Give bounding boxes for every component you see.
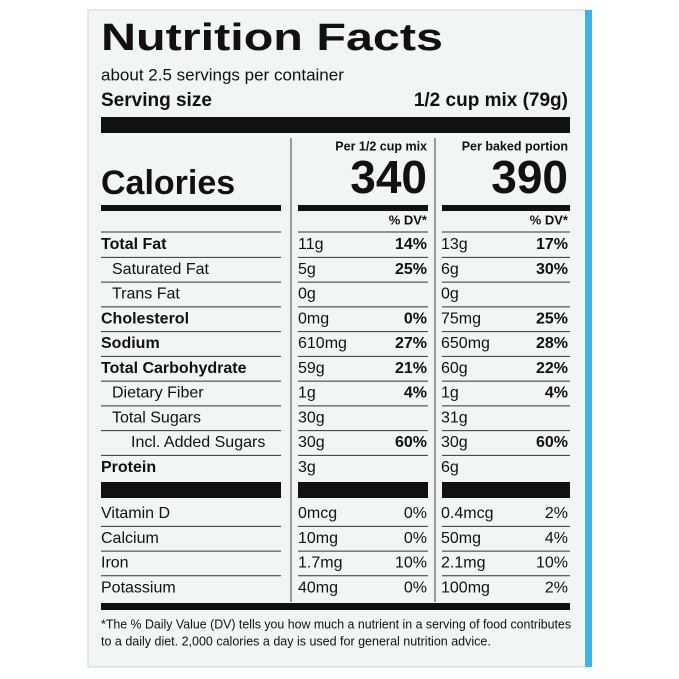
daily-value: 2% xyxy=(545,505,568,522)
bar xyxy=(298,482,428,498)
amount: 1g xyxy=(298,385,316,402)
nutrient-name: Trans Fat xyxy=(112,286,180,303)
daily-value: 0% xyxy=(404,579,427,596)
nutrient-name: Total Carbohydrate xyxy=(101,360,247,377)
amount: 10mg xyxy=(298,530,338,547)
bar xyxy=(442,482,570,498)
dv-header: % DV* xyxy=(530,212,569,227)
bar xyxy=(101,603,570,610)
bar xyxy=(298,205,428,211)
nutrient-name: Saturated Fat xyxy=(112,261,210,278)
amount: 30g xyxy=(441,434,468,451)
daily-value: 27% xyxy=(395,335,427,352)
calories-value: 340 xyxy=(350,151,427,203)
amount: 40mg xyxy=(298,579,338,596)
footnote: *The % Daily Value (DV) tells you how mu… xyxy=(101,617,571,631)
amount: 650mg xyxy=(441,335,490,352)
footnote: to a daily diet. 2,000 calories a day is… xyxy=(101,634,491,648)
daily-value: 28% xyxy=(536,335,568,352)
amount: 0mcg xyxy=(298,505,337,522)
amount: 13g xyxy=(441,236,468,253)
daily-value: 22% xyxy=(536,360,568,377)
nutrient-name: Total Fat xyxy=(101,236,167,253)
daily-value: 4% xyxy=(404,385,427,402)
package-edge xyxy=(585,10,592,667)
nutrient-name: Protein xyxy=(101,459,156,476)
amount: 30g xyxy=(298,409,325,426)
bar xyxy=(101,482,281,498)
amount: 6g xyxy=(441,261,459,278)
daily-value: 30% xyxy=(536,261,568,278)
amount: 1.7mg xyxy=(298,555,342,572)
nutrient-name: Cholesterol xyxy=(101,310,189,327)
nutrient-name: Vitamin D xyxy=(101,505,170,522)
amount: 3g xyxy=(298,459,316,476)
serving-size-label: Serving size xyxy=(101,90,212,111)
nutrient-name: Iron xyxy=(101,555,129,572)
amount: 6g xyxy=(441,459,459,476)
calories-label: Calories xyxy=(101,164,235,202)
daily-value: 0% xyxy=(404,310,427,327)
title: Nutrition Facts xyxy=(101,17,443,59)
bar xyxy=(101,205,281,211)
nutrient-name: Potassium xyxy=(101,579,176,596)
daily-value: 17% xyxy=(536,236,568,253)
amount: 30g xyxy=(298,434,325,451)
column-header: Per 1/2 cup mix xyxy=(335,139,427,153)
nutrient-name: Dietary Fiber xyxy=(112,385,204,402)
nutrient-name: Calcium xyxy=(101,530,159,547)
daily-value: 25% xyxy=(536,310,568,327)
amount: 100mg xyxy=(441,579,490,596)
amount: 31g xyxy=(441,409,468,426)
dv-header: % DV* xyxy=(389,212,428,227)
amount: 0g xyxy=(298,286,316,303)
thick-bar xyxy=(101,117,570,133)
amount: 0mg xyxy=(298,310,329,327)
bar xyxy=(442,205,570,211)
amount: 5g xyxy=(298,261,316,278)
daily-value: 60% xyxy=(536,434,568,451)
daily-value: 10% xyxy=(395,555,427,572)
amount: 50mg xyxy=(441,530,481,547)
daily-value: 21% xyxy=(395,360,427,377)
nutrient-name: Sodium xyxy=(101,335,160,352)
amount: 2.1mg xyxy=(441,555,485,572)
amount: 0g xyxy=(441,286,459,303)
amount: 60g xyxy=(441,360,468,377)
amount: 0.4mcg xyxy=(441,505,493,522)
amount: 1g xyxy=(441,385,459,402)
daily-value: 2% xyxy=(545,579,568,596)
daily-value: 14% xyxy=(395,236,427,253)
daily-value: 4% xyxy=(545,385,568,402)
daily-value: 60% xyxy=(395,434,427,451)
daily-value: 25% xyxy=(395,261,427,278)
nutrient-name: Total Sugars xyxy=(112,409,201,426)
daily-value: 0% xyxy=(404,530,427,547)
daily-value: 4% xyxy=(545,530,568,547)
amount: 75mg xyxy=(441,310,481,327)
amount: 59g xyxy=(298,360,325,377)
serving-size-value: 1/2 cup mix (79g) xyxy=(414,90,568,111)
daily-value: 10% xyxy=(536,555,568,572)
servings: about 2.5 servings per container xyxy=(101,65,344,84)
daily-value: 0% xyxy=(404,505,427,522)
nutrient-name: Incl. Added Sugars xyxy=(131,434,265,451)
column-header: Per baked portion xyxy=(462,139,568,153)
amount: 610mg xyxy=(298,335,347,352)
calories-value: 390 xyxy=(491,151,568,203)
amount: 11g xyxy=(298,236,324,253)
